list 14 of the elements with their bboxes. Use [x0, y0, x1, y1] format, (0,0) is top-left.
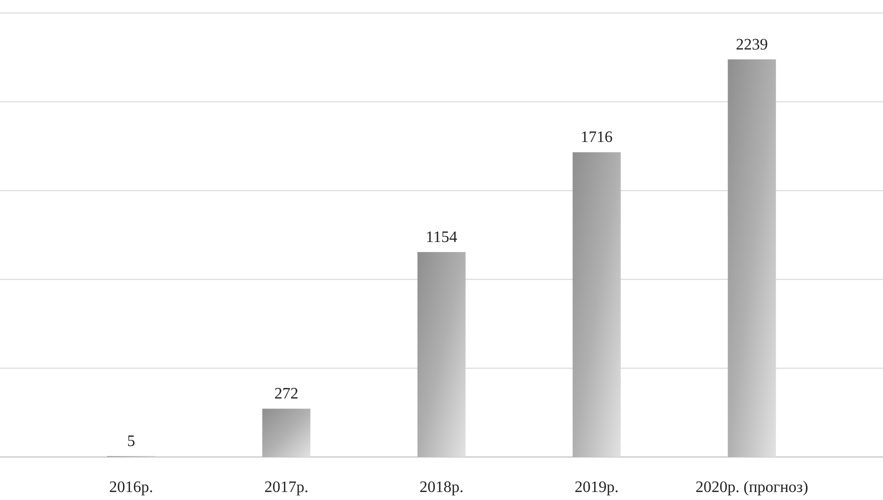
- bar: [262, 408, 310, 457]
- data-label: 272: [274, 386, 298, 403]
- data-label: 1716: [580, 129, 613, 146]
- x-tick-label: 2020р. (прогноз): [696, 479, 808, 496]
- x-tick-label: 2019р.: [574, 479, 619, 496]
- x-tick-label: 2017р.: [264, 479, 308, 496]
- data-label: 5: [127, 433, 136, 450]
- data-label: 1154: [426, 229, 458, 246]
- bar: [417, 252, 466, 457]
- x-tick-label: 2016р.: [109, 479, 154, 496]
- bar: [728, 59, 776, 457]
- bar: [572, 152, 621, 457]
- data-label: 2239: [736, 36, 768, 54]
- x-tick-label: 2018р.: [420, 479, 464, 496]
